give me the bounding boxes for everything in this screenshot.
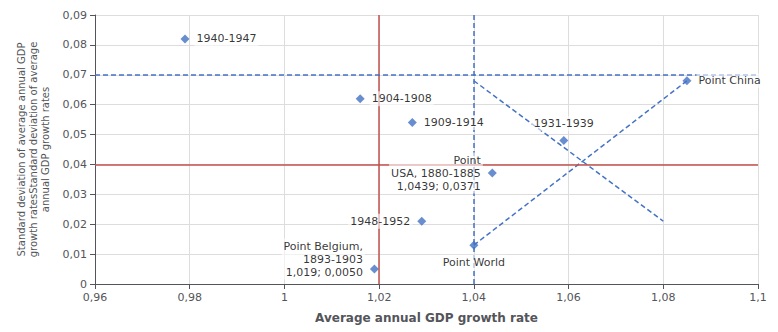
- svg-text:1931-1939: 1931-1939: [534, 117, 594, 130]
- svg-text:0,03: 0,03: [63, 188, 88, 201]
- svg-text:0,09: 0,09: [63, 9, 88, 22]
- svg-text:0,07: 0,07: [63, 68, 88, 81]
- svg-text:Point World: Point World: [443, 256, 505, 269]
- svg-text:annual GDP growth rates: annual GDP growth rates: [40, 87, 51, 212]
- svg-text:Standard deviation of average: Standard deviation of average annual GDP: [16, 43, 27, 257]
- svg-text:0,98: 0,98: [177, 291, 202, 304]
- svg-text:1: 1: [281, 291, 288, 304]
- svg-text:1,04: 1,04: [462, 291, 487, 304]
- svg-text:0,06: 0,06: [63, 98, 88, 111]
- svg-text:1,08: 1,08: [651, 291, 676, 304]
- svg-text:1,06: 1,06: [556, 291, 581, 304]
- svg-text:1948-1952: 1948-1952: [350, 215, 410, 228]
- svg-text:0,04: 0,04: [63, 158, 88, 171]
- svg-text:1904-1908: 1904-1908: [372, 92, 432, 105]
- svg-text:1,0439; 0,0371: 1,0439; 0,0371: [397, 180, 481, 193]
- svg-text:USA, 1880-1885: USA, 1880-1885: [391, 167, 481, 180]
- svg-text:Point Belgium,: Point Belgium,: [284, 240, 363, 253]
- svg-text:Point China: Point China: [698, 74, 760, 87]
- svg-text:growth ratesStandard deviation: growth ratesStandard deviation of averag…: [28, 42, 39, 258]
- svg-text:1,02: 1,02: [367, 291, 392, 304]
- svg-text:Average annual GDP growth rate: Average annual GDP growth rate: [315, 311, 538, 325]
- svg-text:Point: Point: [454, 154, 482, 167]
- svg-text:1940-1947: 1940-1947: [196, 32, 256, 45]
- svg-text:1,019; 0,0050: 1,019; 0,0050: [286, 266, 363, 279]
- svg-text:1,1: 1,1: [749, 291, 767, 304]
- svg-text:1893-1903: 1893-1903: [303, 253, 363, 266]
- svg-text:0,96: 0,96: [83, 291, 108, 304]
- svg-text:1909-1914: 1909-1914: [424, 116, 484, 129]
- svg-text:0: 0: [80, 278, 87, 291]
- svg-text:0,01: 0,01: [63, 248, 88, 261]
- svg-text:0,08: 0,08: [63, 38, 88, 51]
- svg-text:0,05: 0,05: [63, 128, 88, 141]
- svg-text:0,02: 0,02: [63, 218, 88, 231]
